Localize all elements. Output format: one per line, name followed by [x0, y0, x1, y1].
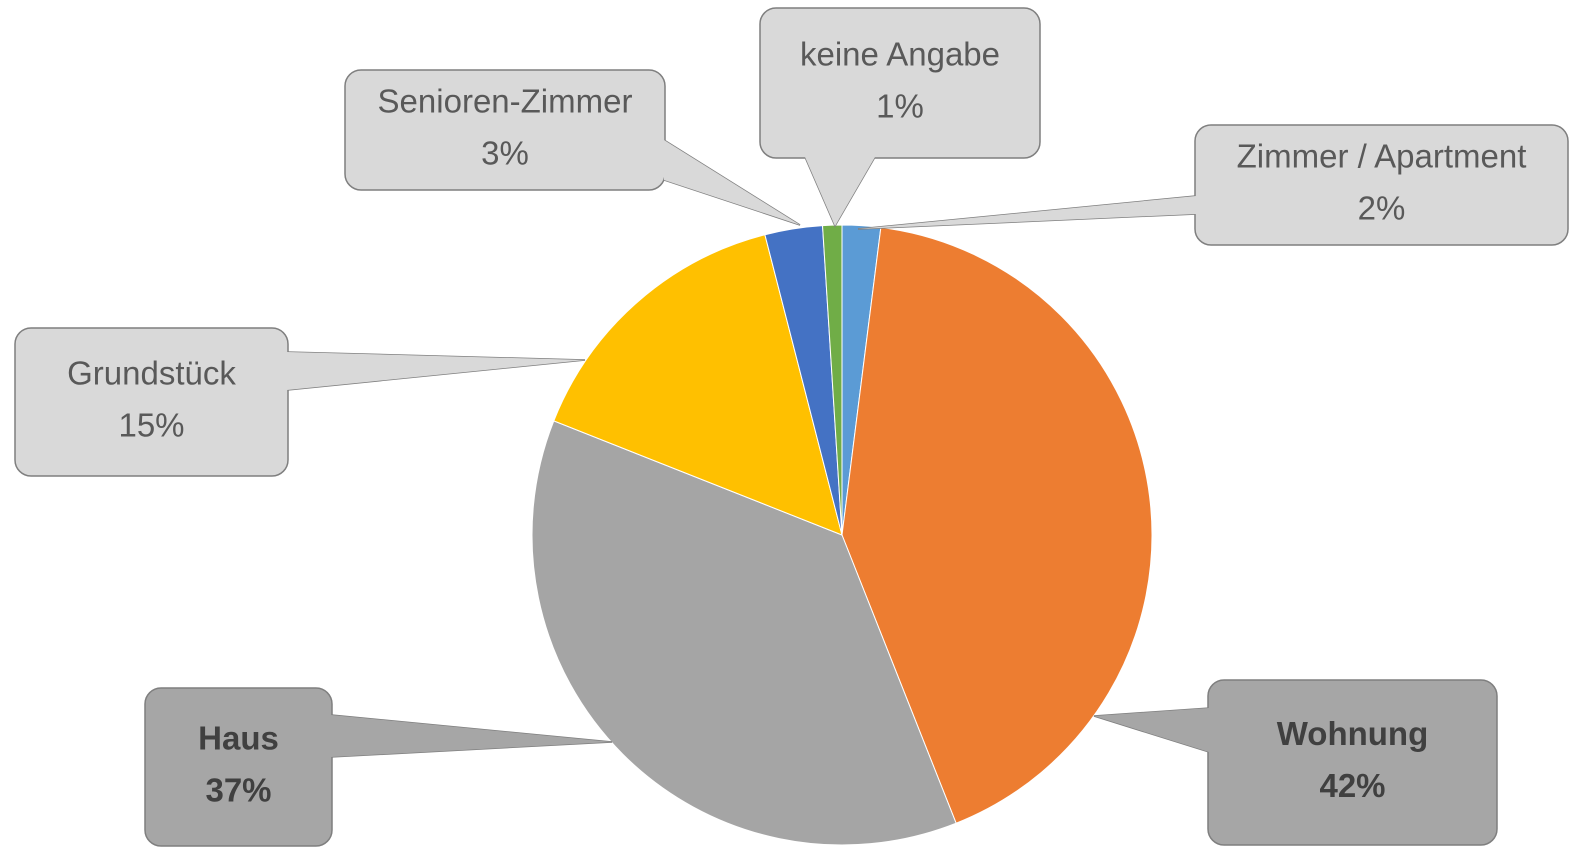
- callout: keine Angabe 1%: [759, 7, 1041, 228]
- pie-slice: [841, 226, 1153, 824]
- callout: Grundstück 15%: [14, 327, 586, 477]
- callout-box: [1207, 679, 1498, 846]
- callout-box: [144, 687, 333, 847]
- callout-box: [1194, 124, 1569, 246]
- callout-box: [344, 69, 666, 191]
- pie-slice: [822, 224, 843, 536]
- value-label: 42%: [1319, 767, 1385, 804]
- slice-label: keine Angabe: [800, 36, 1000, 73]
- slice-label: Grundstück: [67, 355, 236, 392]
- callout-box: [759, 7, 1041, 159]
- value-label: 3%: [481, 135, 529, 172]
- value-label: 1%: [876, 88, 924, 125]
- slice-label: Senioren-Zimmer: [378, 83, 633, 120]
- callout-pointer-cover: [331, 715, 612, 757]
- callout-pointer-cover: [805, 157, 875, 226]
- pie-slice: [531, 420, 957, 846]
- callout-pointer-cover: [287, 352, 585, 390]
- callout-box: [14, 327, 289, 477]
- slice-label: Wohnung: [1277, 715, 1429, 752]
- slice-label: Zimmer / Apartment: [1237, 138, 1527, 175]
- slice-label: Haus: [198, 720, 279, 757]
- pie-slice: [553, 234, 843, 536]
- value-label: 2%: [1358, 190, 1406, 227]
- value-label: 37%: [205, 772, 271, 809]
- callout: Zimmer / Apartment 2%: [857, 124, 1569, 246]
- callout: Senioren-Zimmer 3%: [344, 69, 801, 226]
- value-label: 15%: [118, 407, 184, 444]
- callout-pointer-cover: [1094, 708, 1209, 752]
- callout-pointer-cover: [664, 140, 800, 225]
- callout: Haus 37%: [144, 687, 613, 847]
- callout: Wohnung 42%: [1093, 679, 1498, 846]
- callout-pointer-cover: [858, 196, 1196, 229]
